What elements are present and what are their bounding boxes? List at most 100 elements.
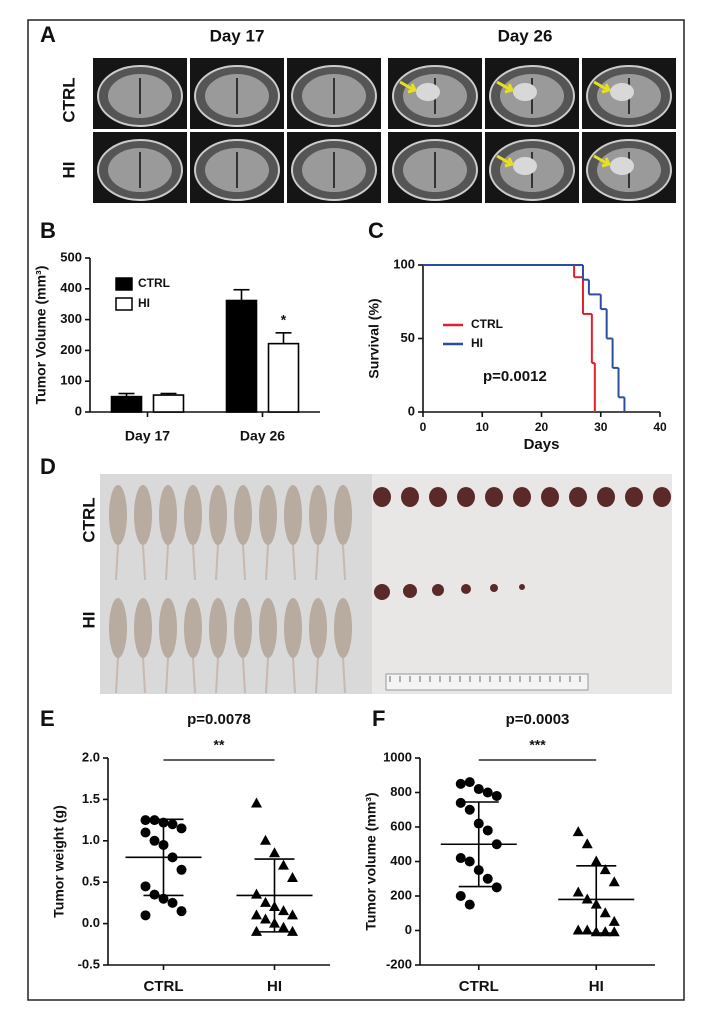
panel-letter: C bbox=[368, 218, 384, 243]
mouse-tail bbox=[342, 544, 346, 581]
y-axis-label: Tumor weight (g) bbox=[51, 805, 67, 918]
data-point bbox=[491, 882, 502, 893]
mouse bbox=[259, 485, 277, 545]
mouse-tail bbox=[342, 657, 346, 694]
data-point bbox=[464, 899, 475, 910]
chart-title: p=0.0078 bbox=[187, 711, 251, 728]
mouse bbox=[309, 485, 327, 545]
data-point bbox=[140, 910, 151, 921]
annotation: *** bbox=[529, 737, 546, 753]
mouse-tail bbox=[242, 544, 246, 581]
x-tick-label: 10 bbox=[476, 420, 490, 434]
data-point bbox=[455, 797, 466, 808]
data-point bbox=[572, 826, 584, 837]
tumor bbox=[403, 584, 417, 598]
mouse-tail bbox=[292, 657, 296, 694]
chart-title: p=0.0003 bbox=[506, 711, 570, 728]
x-axis-label: Days bbox=[524, 436, 560, 453]
data-point bbox=[599, 864, 611, 875]
tumor bbox=[625, 487, 643, 507]
data-point bbox=[167, 819, 178, 830]
data-point bbox=[251, 925, 262, 936]
mouse bbox=[309, 598, 327, 658]
data-point bbox=[491, 790, 502, 801]
data-point bbox=[176, 906, 187, 917]
y-tick-label: 0.5 bbox=[82, 874, 100, 889]
panel-letter: F bbox=[372, 706, 385, 731]
row-label: HI bbox=[79, 612, 98, 629]
arrow bbox=[593, 154, 612, 168]
tumor bbox=[373, 487, 391, 507]
data-point bbox=[572, 924, 584, 935]
data-point bbox=[608, 915, 620, 926]
arrow bbox=[496, 80, 515, 94]
data-point bbox=[176, 864, 187, 875]
bar bbox=[225, 299, 258, 413]
mouse-tail bbox=[142, 544, 146, 581]
data-point bbox=[581, 893, 593, 904]
y-tick-label: 0 bbox=[405, 922, 412, 937]
y-axis-label: Survival (%) bbox=[366, 298, 382, 378]
data-point bbox=[464, 856, 475, 867]
tumor bbox=[374, 584, 390, 600]
data-point bbox=[572, 886, 584, 897]
bar bbox=[152, 394, 185, 413]
tumor bbox=[519, 584, 525, 590]
legend-label: CTRL bbox=[471, 317, 503, 331]
y-axis-label: Tumor volume (mm³) bbox=[363, 792, 379, 930]
panel-letter: E bbox=[40, 706, 55, 731]
data-point bbox=[287, 925, 298, 936]
x-tick-label: 30 bbox=[594, 420, 608, 434]
data-point bbox=[260, 834, 271, 845]
arrow bbox=[593, 80, 612, 94]
data-point bbox=[287, 872, 298, 883]
data-point bbox=[269, 847, 280, 858]
y-tick-label: 800 bbox=[390, 784, 412, 799]
x-tick-label: CTRL bbox=[459, 978, 499, 995]
data-point bbox=[167, 897, 178, 908]
tumor bbox=[541, 487, 559, 507]
data-point bbox=[278, 859, 289, 870]
x-tick-label: 20 bbox=[535, 420, 549, 434]
bar bbox=[110, 395, 143, 413]
data-point bbox=[278, 921, 289, 932]
x-tick-label: Day 17 bbox=[125, 428, 170, 444]
data-point bbox=[581, 924, 593, 935]
data-point bbox=[482, 787, 493, 798]
y-tick-label: 100 bbox=[60, 373, 82, 388]
y-tick-label: 0 bbox=[75, 403, 82, 418]
mouse bbox=[134, 485, 152, 545]
legend-label: HI bbox=[138, 296, 150, 310]
panel-letter: D bbox=[40, 454, 56, 479]
mouse-tail bbox=[165, 657, 169, 694]
panel-letter: B bbox=[40, 218, 56, 243]
data-point bbox=[608, 926, 620, 937]
mri-tumor bbox=[610, 157, 634, 175]
data-point bbox=[251, 797, 262, 808]
mouse-tail bbox=[315, 657, 319, 694]
y-tick-label: 0.0 bbox=[82, 915, 100, 930]
tumor bbox=[401, 487, 419, 507]
mouse-tail bbox=[192, 544, 196, 581]
mri-tumor bbox=[513, 157, 537, 175]
data-point bbox=[464, 777, 475, 788]
data-point bbox=[251, 909, 262, 920]
data-point bbox=[581, 838, 593, 849]
tumor bbox=[490, 584, 498, 592]
data-point bbox=[473, 784, 484, 795]
tumor bbox=[569, 487, 587, 507]
data-point bbox=[140, 815, 151, 826]
mouse-tail bbox=[115, 657, 119, 694]
mouse-tail bbox=[215, 657, 219, 694]
x-tick-label: HI bbox=[589, 978, 604, 995]
row-label: CTRL bbox=[79, 497, 98, 542]
mouse bbox=[209, 598, 227, 658]
data-point bbox=[140, 881, 151, 892]
tumor bbox=[597, 487, 615, 507]
mouse bbox=[134, 598, 152, 658]
mouse bbox=[284, 485, 302, 545]
mouse-tail bbox=[265, 544, 269, 581]
mouse bbox=[159, 598, 177, 658]
data-point bbox=[278, 905, 289, 916]
